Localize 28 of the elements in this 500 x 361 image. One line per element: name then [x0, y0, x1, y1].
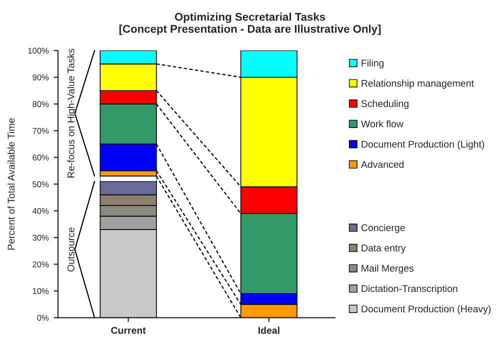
y-tick-label: 100% — [28, 48, 49, 54]
y-tick-label: 80% — [32, 101, 49, 108]
chart-title: Optimizing Secretarial Tasks [Concept Presentation - Data are Illustrative Only] — [119, 12, 381, 36]
legend-label: Relationship management — [362, 80, 474, 89]
legend-label: Scheduling — [361, 100, 408, 109]
legend-label: Data entry — [362, 244, 406, 254]
y-tick-label: 10% — [32, 288, 49, 294]
legend-label: Work flow — [361, 120, 404, 128]
annotation: Re-focus on High-Value Tasks — [67, 48, 76, 178]
y-tick-label: 0% — [37, 314, 49, 321]
y-tick-label: 70% — [32, 128, 49, 134]
y-tick-label: 40% — [32, 208, 49, 214]
y-tick-label: 30% — [32, 234, 49, 241]
y-tick-label: 60% — [32, 154, 49, 160]
legend-label: Advanced — [360, 160, 404, 168]
y-tick-label: 20% — [32, 261, 49, 268]
legend-label: Document Production (Light) — [362, 140, 484, 150]
legend-label: Dictation-Transcription — [362, 284, 458, 294]
legend-label: Concierge — [361, 224, 405, 234]
annotation: Outsource — [67, 228, 74, 272]
y-tick-label: 90% — [32, 74, 49, 80]
legend-label: Filing — [362, 59, 384, 68]
x-tick-label: Ideal — [258, 326, 280, 334]
legend-label: Document Production (Heavy) — [362, 305, 491, 314]
y-axis-title: Percent of Total Available Time — [7, 118, 15, 250]
legend-label: Mail Merges — [362, 264, 414, 274]
x-tick-label: Current — [111, 326, 146, 334]
y-tick-label: 50% — [32, 181, 49, 188]
